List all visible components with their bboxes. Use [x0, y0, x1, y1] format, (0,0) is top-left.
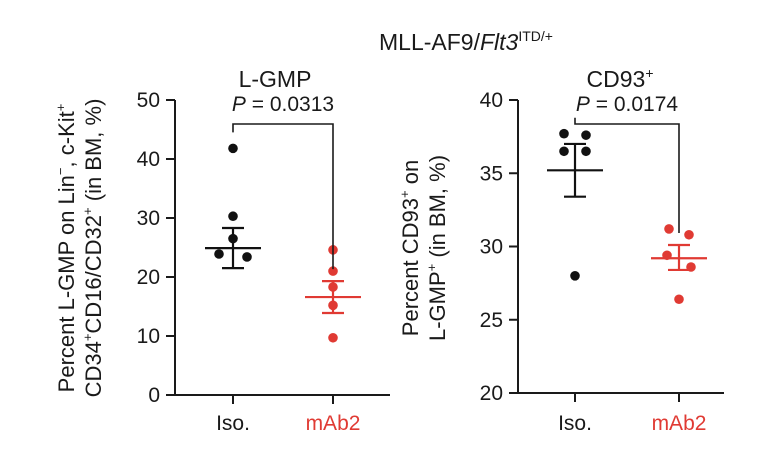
y-tick-label: 40 — [137, 148, 160, 171]
data-point — [328, 332, 338, 343]
data-point — [559, 128, 569, 139]
data-point — [228, 233, 238, 244]
x-tick-label: mAb2 — [306, 412, 361, 435]
panel-lgmp-ylabel: Percent L-GMP on Lin−, c-Kit+ CD34+CD16/… — [53, 99, 106, 398]
significance-bracket — [574, 117, 680, 234]
panel-lgmp-title: L-GMP — [239, 66, 312, 92]
x-tick-label: mAb2 — [652, 412, 707, 435]
figure-title-sup: ITD/+ — [518, 28, 553, 44]
data-point — [581, 130, 591, 140]
figure-title-base: MLL-AF9/ — [379, 29, 481, 55]
data-point — [559, 146, 569, 157]
y-tick-label: 20 — [137, 266, 160, 289]
panel-lgmp-ylabel-line2: CD34+CD16/CD32+ (in BM, %) — [80, 99, 106, 398]
y-tick-label: 30 — [480, 236, 503, 259]
panel-lgmp-ylabel-line1: Percent L-GMP on Lin−, c-Kit+ — [53, 104, 79, 393]
data-point — [674, 294, 684, 305]
y-tick-label: 25 — [480, 309, 503, 332]
data-point — [228, 211, 238, 222]
data-point — [328, 282, 338, 292]
panel-cd93-ylabel-line1: Percent CD93+ on — [397, 160, 423, 336]
data-point — [228, 143, 238, 154]
significance-bracket — [232, 123, 334, 270]
y-tick-label: 35 — [480, 162, 503, 185]
y-tick-label: 10 — [137, 325, 160, 348]
panel-cd93-ylabel-line2: L-GMP+ (in BM, %) — [424, 155, 450, 341]
y-tick-label: 50 — [137, 89, 160, 112]
data-point — [328, 266, 338, 276]
x-tick-label: Iso. — [558, 412, 592, 435]
y-tick-label: 30 — [137, 207, 160, 230]
data-point — [686, 262, 696, 272]
panel-cd93: CD93+ Percent CD93+ on L-GMP+ (in BM, %)… — [397, 65, 724, 435]
data-point — [684, 229, 694, 240]
data-point — [570, 271, 580, 281]
data-point — [242, 252, 252, 262]
data-point — [664, 224, 674, 234]
panel-lgmp-plot: 0 10 20 30 40 50 Iso. mAb2 P = 0.0313 — [137, 89, 390, 435]
data-point — [214, 249, 224, 259]
panel-cd93-title: CD93+ — [587, 65, 654, 92]
y-tick-label: 20 — [480, 382, 503, 405]
p-value-label: P = 0.0174 — [576, 93, 678, 116]
data-point — [581, 146, 591, 157]
panel-cd93-plot: 20 25 30 35 40 Iso. mAb2 P = 0.0174 — [480, 89, 724, 435]
p-value-label: P = 0.0313 — [232, 93, 334, 116]
panel-lgmp: L-GMP Percent L-GMP on Lin−, c-Kit+ CD34… — [53, 66, 390, 435]
figure-title-italic: Flt3 — [480, 29, 519, 55]
data-point — [328, 300, 338, 311]
y-tick-label: 0 — [148, 384, 160, 407]
y-tick-label: 40 — [480, 89, 503, 112]
data-point — [662, 250, 672, 261]
x-tick-label: Iso. — [216, 412, 250, 435]
figure-title: MLL-AF9/Flt3ITD/+ — [379, 28, 553, 55]
